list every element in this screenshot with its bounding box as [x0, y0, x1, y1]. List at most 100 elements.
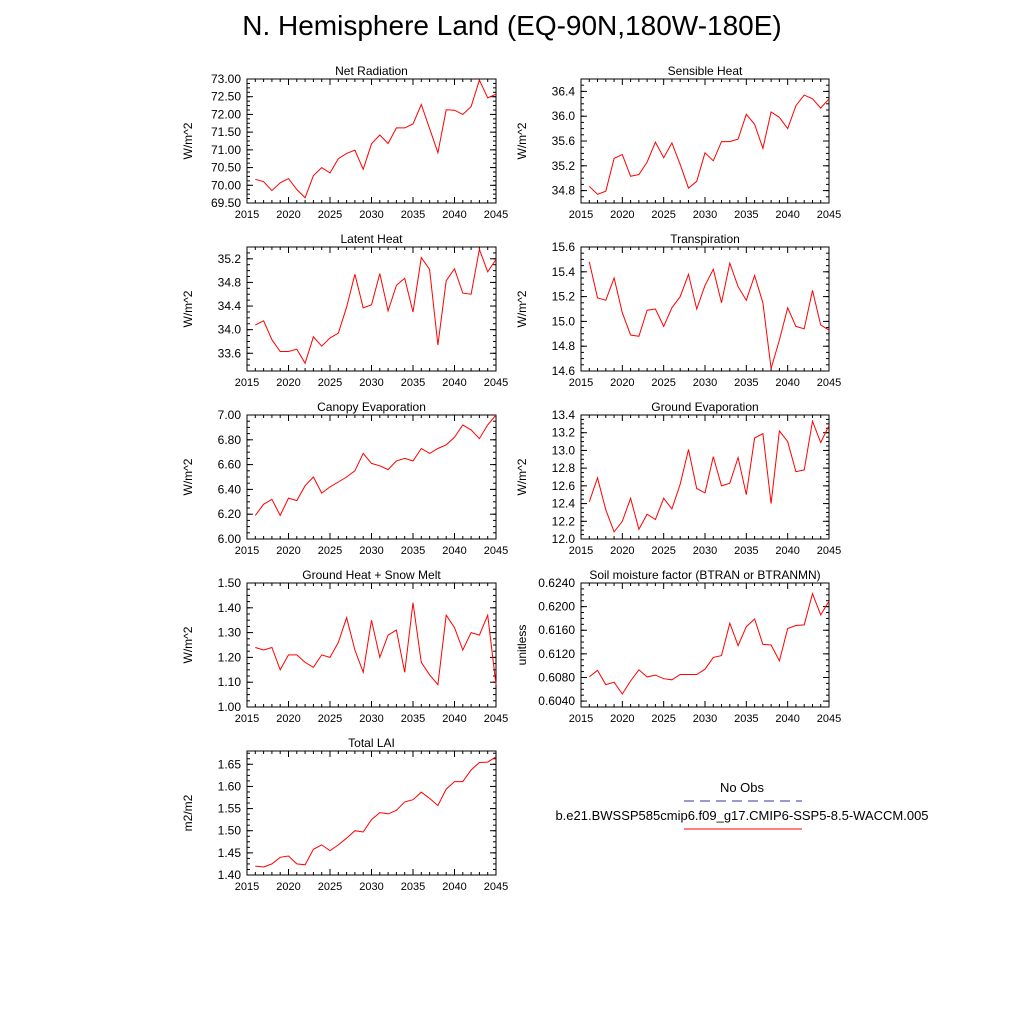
y-tick-label: 35.2 — [218, 252, 242, 266]
x-tick-label: 2015 — [569, 377, 593, 389]
x-tick-label: 2020 — [276, 377, 300, 389]
x-tick-label: 2025 — [318, 881, 342, 893]
x-tick-label: 2020 — [276, 713, 300, 725]
y-tick-label: 12.8 — [552, 461, 576, 475]
series-line — [588, 419, 830, 533]
x-tick-label: 2040 — [775, 209, 799, 221]
x-tick-label: 2040 — [775, 545, 799, 557]
x-tick-label: 2045 — [817, 377, 841, 389]
y-tick-label: 1.55 — [218, 802, 242, 816]
y-tick-label: 6.40 — [218, 482, 242, 496]
y-tick-label: 34.4 — [218, 299, 242, 313]
x-tick-label: 2025 — [318, 209, 342, 221]
y-tick-label: 34.0 — [218, 323, 242, 337]
y-tick-label: 69.50 — [211, 196, 241, 210]
x-tick-label: 2040 — [442, 545, 466, 557]
x-tick-label: 2020 — [610, 545, 634, 557]
x-tick-label: 2040 — [775, 713, 799, 725]
x-tick-label: 2035 — [401, 545, 425, 557]
y-tick-label: 6.20 — [218, 507, 242, 521]
figure-title: N. Hemisphere Land (EQ-90N,180W-180E) — [242, 10, 782, 41]
plot-frame — [246, 246, 497, 372]
panel-4: Canopy Evaporation W/m^2 2015 2020 2025 2030 2… — [181, 400, 508, 557]
x-tick-label: 2045 — [484, 545, 508, 557]
x-tick-label: 2015 — [235, 209, 259, 221]
y-tick-label: 71.00 — [211, 143, 241, 157]
plot-frame — [246, 582, 497, 708]
y-tick-label: 12.4 — [552, 497, 576, 511]
y-tick-label: 13.0 — [552, 443, 576, 457]
panel-1: Sensible Heat W/m^2 2015 2020 2025 2030 2035 20… — [515, 64, 841, 221]
y-tick-label: 7.00 — [218, 408, 242, 422]
panel-3: Transpiration W/m^2 2015 2020 2025 2030 2035 20… — [515, 232, 841, 389]
x-tick-label: 2015 — [569, 209, 593, 221]
x-tick-label: 2035 — [734, 713, 758, 725]
y-tick-label: 6.80 — [218, 433, 242, 447]
x-tick-label: 2020 — [610, 713, 634, 725]
series-line — [255, 247, 497, 365]
x-tick-label: 2045 — [484, 209, 508, 221]
y-tick-label: 33.6 — [218, 346, 242, 360]
y-tick-label: 1.50 — [218, 576, 242, 590]
x-tick-label: 2030 — [693, 377, 717, 389]
series-line — [254, 414, 497, 517]
x-tick-label: 2015 — [235, 713, 259, 725]
y-tick-label: 0.6160 — [538, 623, 575, 637]
y-tick-label: 70.50 — [211, 161, 241, 175]
x-tick-label: 2015 — [235, 377, 259, 389]
panel-5: Ground Evaporation W/m^2 2015 2020 2025 2030 2… — [515, 400, 841, 557]
series-line — [588, 591, 830, 695]
plot-frame — [580, 78, 830, 204]
panel-title: Canopy Evaporation — [317, 400, 426, 414]
panel-title: Sensible Heat — [668, 64, 743, 78]
plot-frame — [246, 78, 497, 204]
legend-label-model: b.e21.BWSSP585cmip6.f09_g17.CMIP6-SSP5-8… — [555, 808, 928, 823]
y-tick-label: 1.65 — [218, 757, 242, 771]
x-tick-label: 2030 — [359, 209, 383, 221]
panel-8: Total LAI m2/m2 2015 2020 2025 2030 2035 2040 20… — [181, 736, 508, 893]
x-tick-label: 2025 — [651, 713, 675, 725]
x-tick-label: 2030 — [693, 713, 717, 725]
y-tick-label: 15.4 — [552, 265, 576, 279]
y-tick-label: 72.50 — [211, 90, 241, 104]
x-tick-label: 2045 — [484, 881, 508, 893]
panel-title: Latent Heat — [340, 232, 403, 246]
y-tick-label: 35.2 — [552, 159, 576, 173]
x-tick-label: 2045 — [484, 377, 508, 389]
x-tick-label: 2040 — [442, 713, 466, 725]
series-line — [255, 78, 497, 199]
y-tick-label: 14.6 — [552, 364, 576, 378]
x-tick-label: 2025 — [651, 377, 675, 389]
y-tick-label: 1.40 — [218, 868, 242, 882]
x-tick-label: 2030 — [693, 209, 717, 221]
panel-0: Net Radiation W/m^2 2015 2020 2025 2030 2035 20… — [181, 64, 508, 221]
x-tick-label: 2015 — [235, 881, 259, 893]
x-tick-label: 2040 — [442, 881, 466, 893]
x-tick-label: 2045 — [484, 713, 508, 725]
x-tick-label: 2015 — [569, 545, 593, 557]
x-tick-label: 2020 — [610, 209, 634, 221]
y-tick-label: 34.8 — [218, 275, 242, 289]
x-tick-label: 2030 — [359, 545, 383, 557]
series-line — [255, 756, 497, 868]
panel-title: Total LAI — [348, 736, 395, 750]
x-tick-label: 2035 — [401, 209, 425, 221]
x-tick-label: 2025 — [318, 377, 342, 389]
x-tick-label: 2025 — [318, 713, 342, 725]
y-tick-label: 70.00 — [211, 178, 241, 192]
y-tick-label: 0.6240 — [538, 576, 575, 590]
panel-title: Soil moisture factor (BTRAN or BTRANMN) — [589, 568, 820, 582]
x-tick-label: 2020 — [276, 545, 300, 557]
x-tick-label: 2045 — [817, 545, 841, 557]
x-tick-label: 2025 — [651, 545, 675, 557]
y-tick-label: 0.6080 — [538, 670, 575, 684]
x-tick-label: 2035 — [401, 713, 425, 725]
y-tick-label: 14.8 — [552, 339, 576, 353]
x-tick-label: 2025 — [651, 209, 675, 221]
y-axis-label: unitless — [515, 625, 529, 666]
y-axis-label: W/m^2 — [181, 458, 195, 495]
x-tick-label: 2045 — [817, 209, 841, 221]
y-tick-label: 36.0 — [552, 109, 576, 123]
